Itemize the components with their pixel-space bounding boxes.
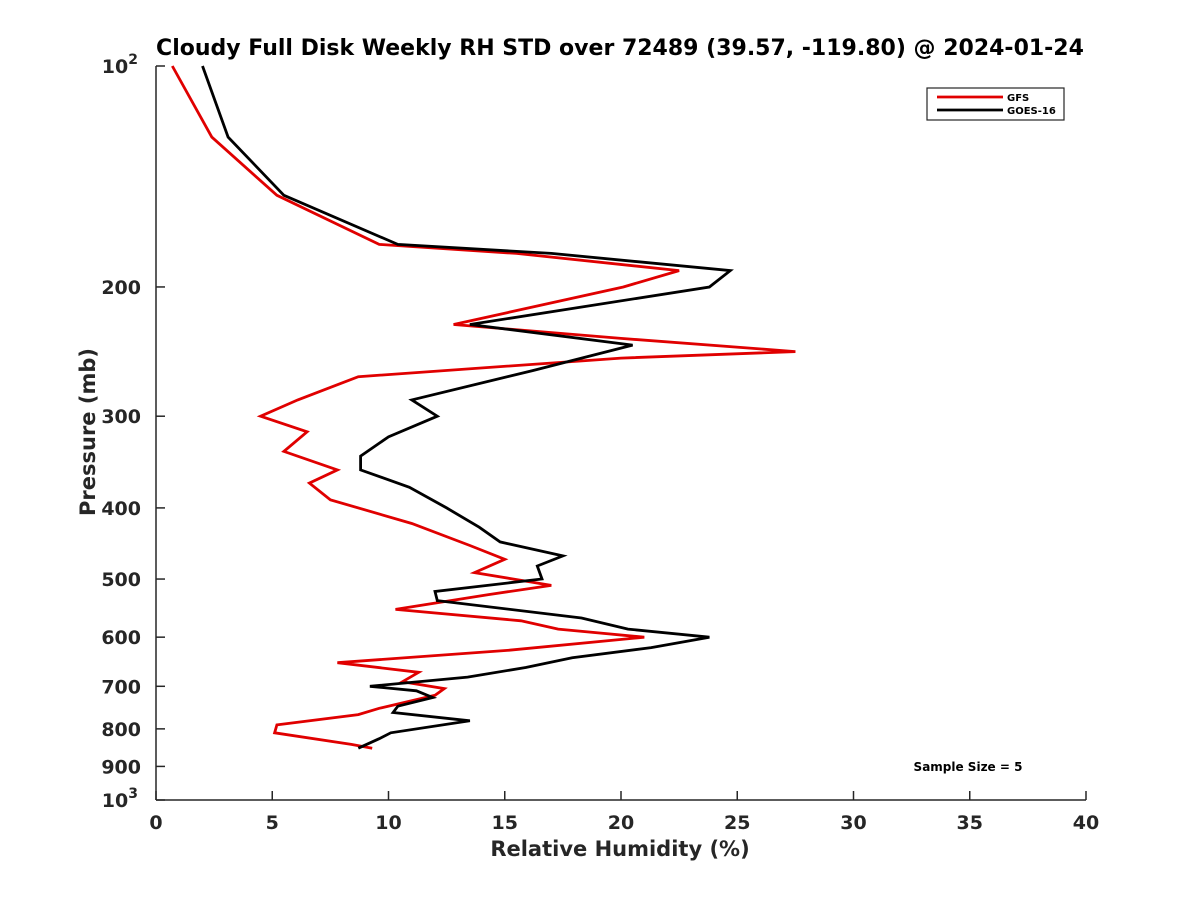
y-tick-label: 600 <box>101 627 141 649</box>
x-tick-label: 5 <box>266 812 279 834</box>
legend-entry: GFS <box>1007 93 1029 104</box>
x-tick-label: 25 <box>724 812 750 834</box>
x-tick-label: 10 <box>375 812 401 834</box>
y-tick-label: 102 <box>102 52 138 78</box>
legend-entry: GOES-16 <box>1007 106 1056 117</box>
x-axis-label: Relative Humidity (%) <box>490 837 749 861</box>
legend-box <box>926 87 1065 121</box>
y-axis-label: Pressure (mb) <box>76 348 100 516</box>
series-line-gfs <box>171 65 796 750</box>
sample-size-annotation: Sample Size = 5 <box>914 760 1023 774</box>
y-tick-label: 500 <box>101 569 141 591</box>
y-tick-label: 300 <box>101 406 141 428</box>
chart-title: Cloudy Full Disk Weekly RH STD over 7248… <box>156 36 1084 61</box>
x-tick-label: 15 <box>492 812 518 834</box>
y-tick-label: 400 <box>101 498 141 520</box>
x-tick-label: 0 <box>149 812 162 834</box>
y-tick-label: 200 <box>101 277 141 299</box>
y-tick-label: 900 <box>101 756 141 778</box>
x-tick-label: 35 <box>957 812 983 834</box>
legend: GFS GOES-16 <box>926 87 1065 121</box>
series-lines <box>171 65 796 750</box>
x-tick-label: 30 <box>840 812 866 834</box>
axes: 0 5 10 15 20 25 30 35 40 102 200 300 400 500 600 700 800… <box>101 52 1099 834</box>
y-tick-label: 103 <box>102 786 138 812</box>
series-line-goes-16 <box>201 65 734 750</box>
x-tick-label: 20 <box>608 812 634 834</box>
x-tick-label: 40 <box>1073 812 1099 834</box>
y-tick-label: 700 <box>101 676 141 698</box>
y-tick-label: 800 <box>101 719 141 741</box>
